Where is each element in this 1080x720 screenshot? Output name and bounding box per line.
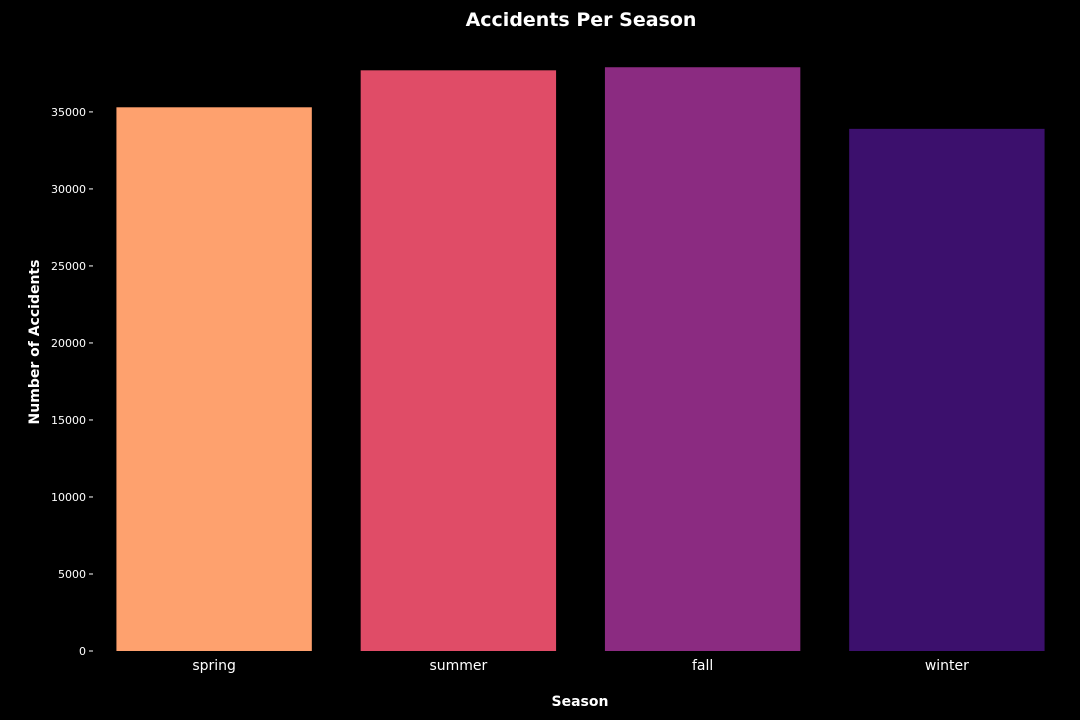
y-axis: 0 5000 10000 15000 20000 25000 30000 35000 <box>51 106 93 658</box>
bar-spring <box>116 107 312 651</box>
x-tick-label-fall: fall <box>692 658 713 674</box>
x-tick-label-spring: spring <box>192 658 236 674</box>
y-tick-label: 20000 <box>51 337 86 350</box>
y-tick-label: 10000 <box>51 491 86 504</box>
bars <box>116 67 1045 652</box>
chart-title: Accidents Per Season <box>466 9 697 31</box>
y-tick-label: 15000 <box>51 414 86 427</box>
bar-fall <box>604 67 801 651</box>
y-axis-label: Number of Accidents <box>27 260 43 425</box>
y-tick-label: 35000 <box>51 106 86 119</box>
x-tick-label-summer: summer <box>429 658 487 674</box>
bar-summer <box>360 70 557 651</box>
bar-winter <box>849 128 1045 652</box>
y-tick-label: 0 <box>79 645 86 658</box>
y-tick-label: 5000 <box>58 568 86 581</box>
x-axis-label: Season <box>552 694 609 710</box>
y-tick-label: 30000 <box>51 183 86 196</box>
y-tick-label: 25000 <box>51 260 86 273</box>
x-tick-label-winter: winter <box>925 658 969 674</box>
x-axis: spring summer fall winter <box>192 658 969 674</box>
